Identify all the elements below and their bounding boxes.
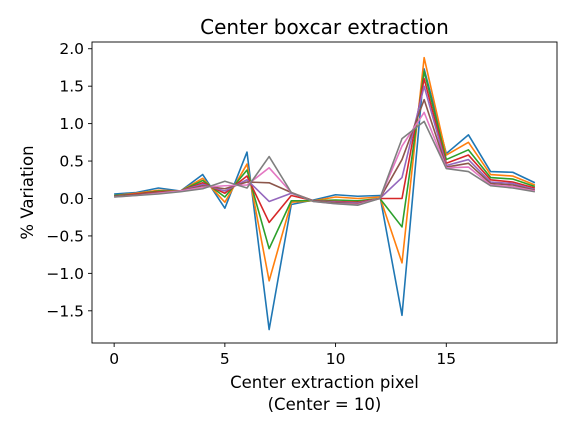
- x-axis-ticks: 0 5 10 15: [109, 343, 456, 368]
- y-tick-label: 0.0: [59, 190, 84, 208]
- y-tick-label: 2.0: [59, 40, 84, 58]
- chart-title: Center boxcar extraction: [200, 15, 449, 39]
- x-tick-label: 10: [326, 350, 346, 368]
- x-tick-label: 0: [109, 350, 119, 368]
- plot-area-frame: [91, 41, 558, 344]
- series-line-5: [114, 85, 536, 204]
- y-tick-label: 1.5: [59, 78, 84, 96]
- y-axis-label: % Variation: [18, 145, 37, 239]
- y-axis-ticks: 2.0 1.5 1.0 0.5 0.0 −0.5 −1.0 −1.5: [46, 40, 92, 320]
- series-line-6: [114, 98, 536, 205]
- series-line-8: [114, 120, 535, 207]
- y-tick-label: −0.5: [46, 227, 84, 245]
- series-layer: [114, 56, 536, 331]
- y-tick-label: 0.5: [59, 153, 84, 171]
- x-axis-label-subtitle: (Center = 10): [268, 395, 382, 414]
- y-tick-label: 1.0: [59, 115, 84, 133]
- x-axis-label: Center extraction pixel: [230, 373, 419, 392]
- x-tick-label: 15: [436, 350, 456, 368]
- y-tick-label: −1.5: [46, 302, 84, 320]
- y-tick-label: −1.0: [46, 265, 84, 283]
- x-tick-label: 5: [220, 350, 230, 368]
